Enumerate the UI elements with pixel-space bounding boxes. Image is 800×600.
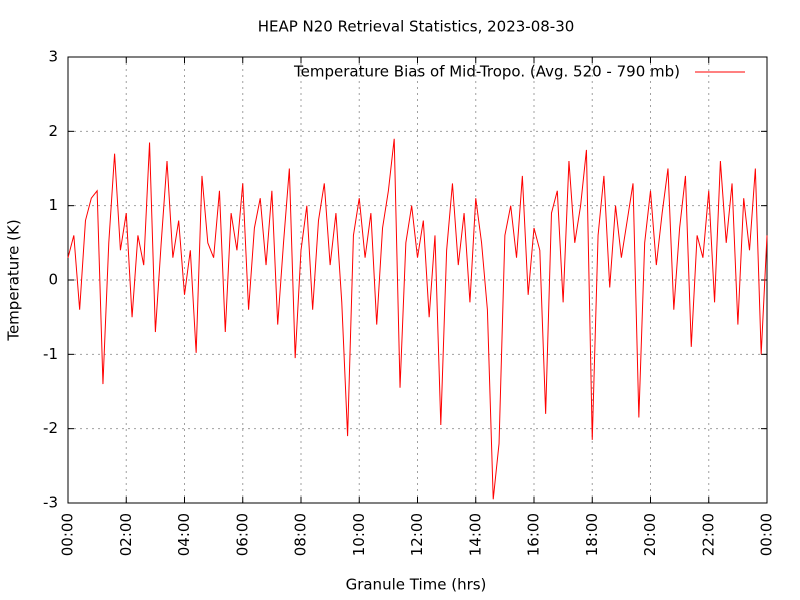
x-tick-label: 16:00 (525, 513, 543, 556)
y-tick-label: -1 (43, 345, 58, 363)
legend-label: Temperature Bias of Mid-Tropo. (Avg. 520… (293, 63, 680, 81)
y-tick-label: 3 (48, 48, 58, 66)
x-tick-label: 14:00 (466, 513, 484, 556)
x-tick-label: 06:00 (233, 513, 251, 556)
y-tick-label: 0 (48, 271, 58, 289)
y-tick-label: -3 (43, 494, 58, 512)
y-tick-label: 1 (48, 196, 58, 214)
x-tick-label: 00:00 (758, 513, 776, 556)
y-axis-label: Temperature (K) (5, 219, 23, 341)
x-tick-label: 22:00 (699, 513, 717, 556)
series-line (67, 138, 768, 500)
x-tick-label: 02:00 (117, 513, 135, 556)
plot-frame (67, 56, 768, 504)
x-tick-label: 08:00 (292, 513, 310, 556)
y-tick-label: 2 (48, 122, 58, 140)
x-tick-label: 18:00 (583, 513, 601, 556)
x-tick-label: 00:00 (59, 513, 77, 556)
x-tick-label: 10:00 (350, 513, 368, 556)
x-tick-label: 04:00 (175, 513, 193, 556)
y-tick-label: -2 (43, 419, 58, 437)
chart-title: HEAP N20 Retrieval Statistics, 2023-08-3… (258, 18, 575, 36)
x-axis-label: Granule Time (hrs) (346, 576, 487, 594)
x-tick-label: 12:00 (408, 513, 426, 556)
x-tick-label: 20:00 (641, 513, 659, 556)
